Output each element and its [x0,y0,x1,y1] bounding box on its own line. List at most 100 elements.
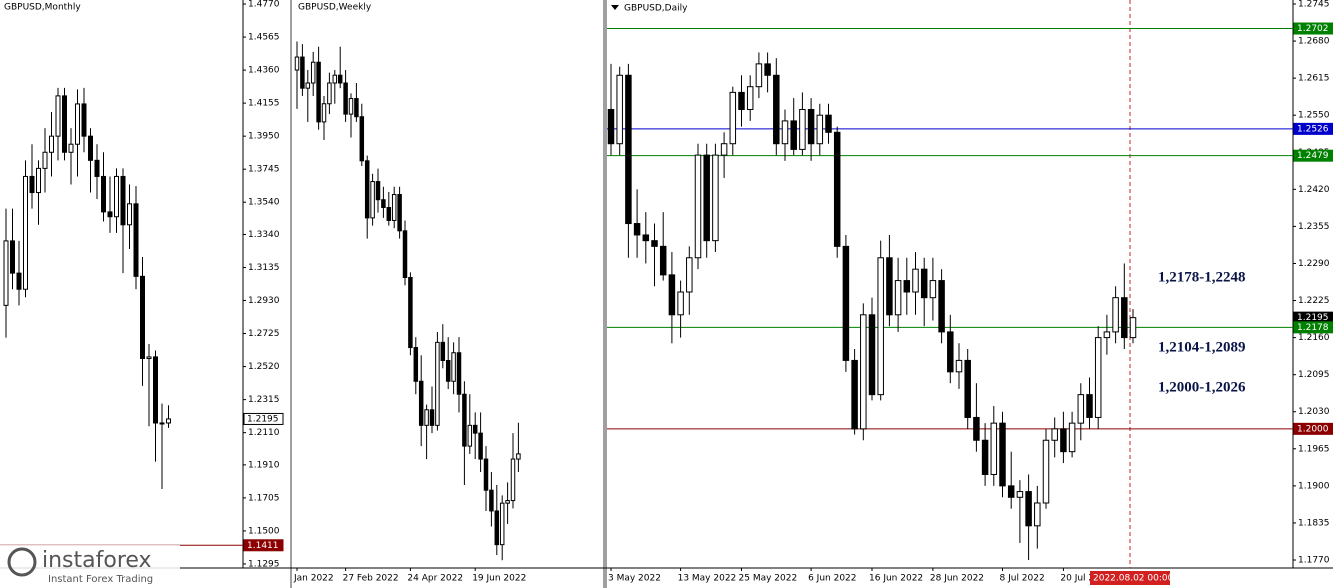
candle-body [1112,297,1119,333]
candle-body [408,277,413,349]
x-tick-label: 28 Jun 2022 [930,574,984,584]
candle-body [451,352,456,382]
candle-body [999,422,1006,487]
candle-body [920,268,928,299]
y-tick-label: 1.2030 [1298,407,1330,417]
candle-body [456,352,462,395]
level-tag-label: 1.1411 [247,541,279,551]
y-tick-label: 1.4565 [248,33,280,43]
cursor-tag [1090,571,1170,585]
candle-body [370,181,375,219]
candle-body [990,422,998,475]
annotation: 1,2000-1,2026 [1158,379,1246,395]
x-tick-label: 16 Jun 2022 [869,574,923,584]
candle-body [440,341,446,362]
candle-body [29,175,35,194]
x-tick-label: 19 Jun 2022 [472,574,526,584]
y-tick-label: 1.2615 [1298,74,1330,84]
annotation: 1,2104-1,2089 [1158,339,1246,355]
candle-body [694,154,702,259]
candle-body [1103,331,1111,339]
candle-body [3,240,9,306]
candle-body [516,453,521,460]
candle-body [397,194,402,232]
candle-body [746,86,754,110]
y-tick-label: 1.2225 [1298,296,1330,306]
x-tick-label: 8 Jul 2022 [1000,574,1045,584]
candle-body [159,422,165,425]
candle-body [738,91,745,110]
panel-title: GBPUSD,Weekly [298,3,372,13]
level-tag-label: 1.2195 [1297,313,1329,323]
candle-body [720,143,728,156]
level-tag [1293,122,1333,135]
candle-body [153,356,158,424]
candle-body [773,74,780,145]
y-tick-label: 1.3340 [248,230,280,240]
y-tick-label: 1.1500 [248,526,280,536]
candle-body [886,257,893,316]
candle-body [310,61,316,84]
candle-body [1060,428,1067,453]
candle-body [166,418,171,424]
candle-body [88,135,93,161]
y-tick-label: 1.1295 [248,559,280,569]
candle-body [424,409,429,426]
candle-body [868,314,876,396]
candle-body [659,245,667,276]
candle-body [140,275,145,360]
candle-body [62,95,67,153]
y-tick-label: 1.4770 [248,0,280,10]
candle-body [807,108,815,145]
candle-body [68,143,74,153]
candle-body [729,91,737,145]
y-tick-label: 1.2095 [1298,370,1330,380]
candle-body [903,280,911,293]
candle-body [300,56,305,89]
candle-body [981,439,989,475]
candle-body [321,103,327,123]
level-tag-label: 1.2000 [1297,424,1329,434]
candle-body [686,257,693,293]
candle-body [1068,422,1076,453]
candle-body [332,74,338,84]
candle-body [703,154,710,242]
candle-body [894,280,902,316]
cursor-label: 2022.08.02 00:00 [1093,574,1174,584]
y-tick-label: 1.2520 [248,362,280,372]
candle-body [402,230,408,279]
candle-body [386,206,392,221]
candle-body [877,257,884,396]
candle-body [499,502,505,546]
candle-body [316,61,321,123]
candle-body [127,203,132,226]
candle-body [764,63,771,76]
level-tag-label: 1.2526 [1297,124,1329,134]
level-tag-label: 1.2178 [1297,323,1329,333]
candle-body [1077,394,1085,424]
candle-body [445,360,451,382]
candle-body [364,160,370,219]
candle-body [472,424,478,434]
candle-body [510,458,516,502]
candle-body [633,223,641,236]
candle-body [1034,502,1041,527]
level-tag-label: 1.2702 [1297,24,1329,34]
candle-body [348,98,354,115]
candle-body [489,489,494,512]
candle-body [1086,394,1093,418]
candle-body [146,356,152,360]
candle-body [305,82,311,89]
candle-body [375,181,381,201]
candle-body [1007,485,1015,498]
y-tick-label: 1.2315 [248,395,280,405]
y-tick-label: 1.1965 [1298,444,1330,454]
candle-body [462,393,467,447]
candle-body [1025,491,1032,527]
separator [603,0,607,588]
y-tick-label: 1.2420 [1298,185,1330,195]
level-tag [243,412,284,425]
y-tick-label: 1.1900 [1298,481,1330,491]
brand-name: instaforex [42,548,152,573]
